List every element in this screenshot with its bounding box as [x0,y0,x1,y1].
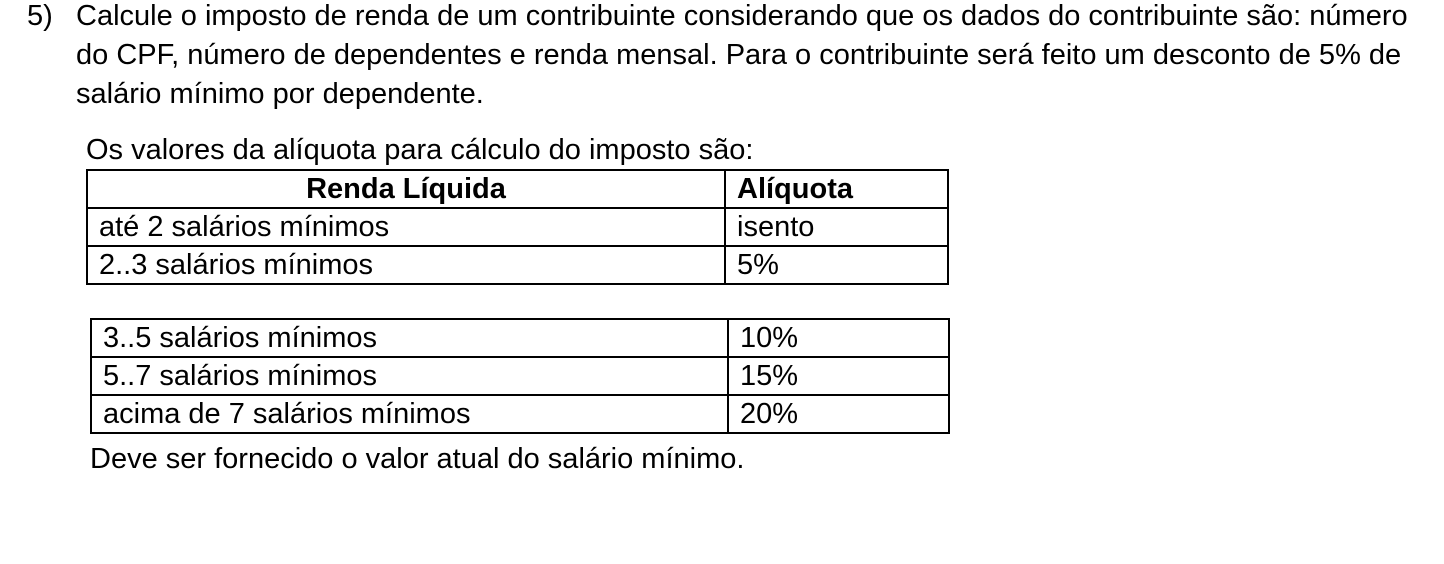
table-intro: Os valores da alíquota para cálculo do i… [86,134,754,166]
income-range-cell: 2..3 salários mínimos [86,245,726,285]
tax-rate-table-top: Renda Líquida Alíquota até 2 salários mí… [86,169,949,285]
rate-cell: isento [724,207,949,247]
rate-cell: 20% [727,394,950,434]
income-range-cell: até 2 salários mínimos [86,207,726,247]
table-row: 3..5 salários mínimos 10% [90,318,950,358]
footer-note: Deve ser fornecido o valor atual do salá… [90,443,745,475]
table-header-row: Renda Líquida Alíquota [86,169,949,209]
rate-cell: 5% [724,245,949,285]
question-text: Calcule o imposto de renda de um contrib… [76,0,1408,110]
table-row: 5..7 salários mínimos 15% [90,356,950,396]
tax-rate-table-bottom: 3..5 salários mínimos 10% 5..7 salários … [90,318,950,434]
table-row: até 2 salários mínimos isento [86,207,949,247]
header-aliquota: Alíquota [724,169,949,209]
question-number: 5) [27,0,53,32]
header-renda-liquida: Renda Líquida [86,169,726,209]
income-range-cell: 5..7 salários mínimos [90,356,729,396]
income-range-cell: 3..5 salários mínimos [90,318,729,358]
income-range-cell: acima de 7 salários mínimos [90,394,729,434]
table-row: acima de 7 salários mínimos 20% [90,394,950,434]
rate-cell: 10% [727,318,950,358]
rate-cell: 15% [727,356,950,396]
table-row: 2..3 salários mínimos 5% [86,245,949,285]
